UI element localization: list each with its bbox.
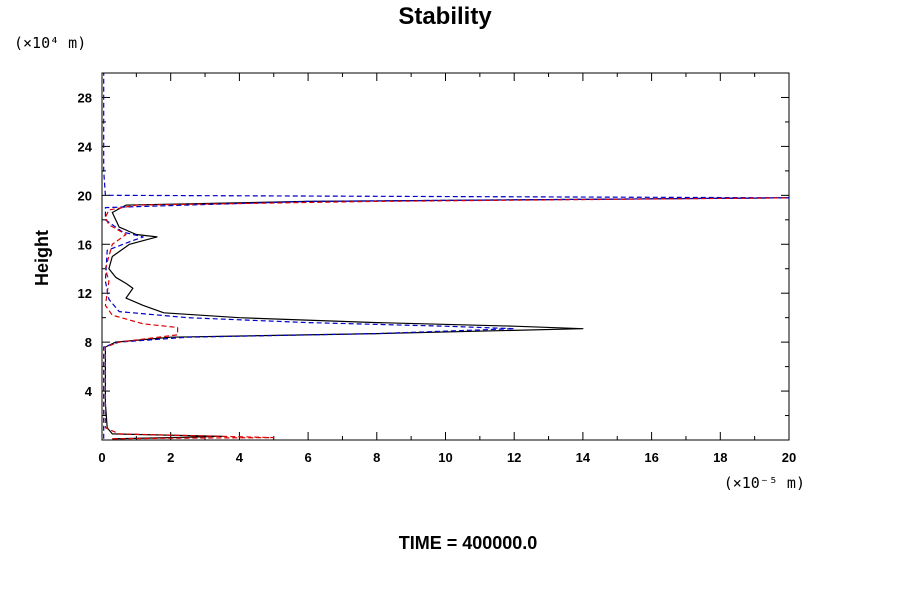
x-tick-label: 10	[438, 450, 452, 465]
y-tick-label: 20	[78, 188, 92, 203]
y-tick-label: 12	[78, 286, 92, 301]
time-label: TIME = 400000.0	[399, 533, 538, 553]
x-tick-label: 0	[98, 450, 105, 465]
y-axis-label: Height	[32, 230, 52, 286]
plot-frame	[101, 72, 790, 441]
series-line-2	[103, 73, 790, 439]
x-tick-label: 8	[373, 450, 380, 465]
x-tick-label: 14	[576, 450, 591, 465]
x-tick-label: 12	[507, 450, 521, 465]
y-tick-label: 24	[78, 139, 93, 154]
x-tick-label: 6	[304, 450, 311, 465]
y-tick-label: 4	[85, 384, 93, 399]
series-line-3	[104, 197, 790, 440]
x-tick-label: 20	[782, 450, 796, 465]
chart-title: Stability	[398, 3, 492, 30]
y-tick-label: 28	[78, 90, 92, 105]
y-axis-unit: (×10⁴ m)	[14, 34, 86, 52]
y-tick-label: 16	[78, 237, 92, 252]
x-tick-label: 18	[713, 450, 727, 465]
x-tick-label: 2	[167, 450, 174, 465]
x-tick-label: 16	[644, 450, 658, 465]
series-layer	[103, 73, 790, 440]
x-tick-label: 4	[236, 450, 244, 465]
x-axis-unit: (×10⁻⁵ m)	[724, 474, 805, 492]
y-tick-label: 8	[85, 335, 92, 350]
